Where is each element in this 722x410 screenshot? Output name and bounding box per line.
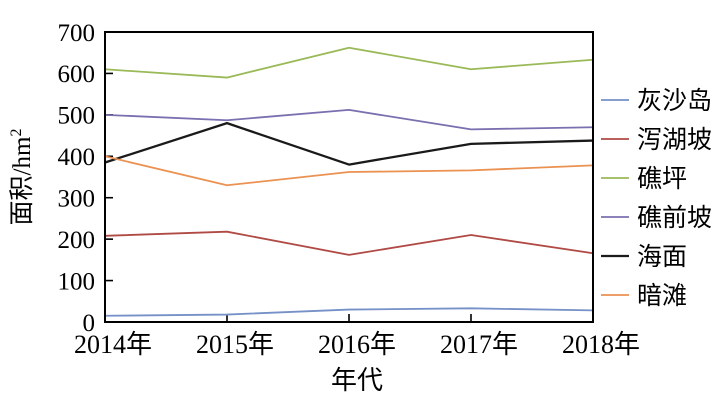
legend-label: 礁前坡 <box>637 204 712 232</box>
y-tick-label: 100 <box>58 268 96 295</box>
legend-item: 海面 <box>601 243 687 271</box>
x-tick-label: 2016年 <box>318 330 396 359</box>
plot-border <box>104 31 594 323</box>
y-axis-title: 面积/hm2 <box>8 129 36 226</box>
x-axis-title: 年代 <box>331 366 383 395</box>
legend-label: 海面 <box>637 243 687 271</box>
x-tick-label: 2017年 <box>440 330 518 359</box>
series-line-4 <box>104 121 594 166</box>
series-line-3 <box>104 108 594 131</box>
series-line-0 <box>104 307 594 317</box>
legend-label: 暗滩 <box>637 282 687 310</box>
series-line-5 <box>104 155 594 187</box>
x-tick-label: 2015年 <box>196 330 274 359</box>
plot-area: 0 100 200 300 400 500 600 700 2014年 2015年 2016年 201… <box>58 20 641 359</box>
legend-item: 礁前坡 <box>601 204 712 232</box>
legend-label: 泻湖坡 <box>637 126 712 154</box>
legend-item: 暗滩 <box>601 282 687 310</box>
y-tick-label: 500 <box>58 103 96 130</box>
series-line-1 <box>104 230 594 256</box>
y-tick-label: 600 <box>58 61 96 88</box>
y-tick-label: 0 <box>83 310 96 337</box>
legend-label: 灰沙岛 <box>637 87 712 115</box>
series-line-2 <box>104 46 594 79</box>
y-tick-label: 300 <box>58 185 96 212</box>
y-axis-title-superscript: 2 <box>8 129 25 137</box>
legend-label: 礁坪 <box>637 165 687 193</box>
legend-item: 礁坪 <box>601 165 687 193</box>
y-tick-label: 200 <box>58 227 96 254</box>
x-tick-label: 2014年 <box>74 330 152 359</box>
legend-item: 泻湖坡 <box>601 126 712 154</box>
y-tick-label: 700 <box>58 20 96 47</box>
legend-item: 灰沙岛 <box>601 87 712 115</box>
y-tick-label: 400 <box>58 144 96 171</box>
x-tick-label: 2018年 <box>562 330 640 359</box>
